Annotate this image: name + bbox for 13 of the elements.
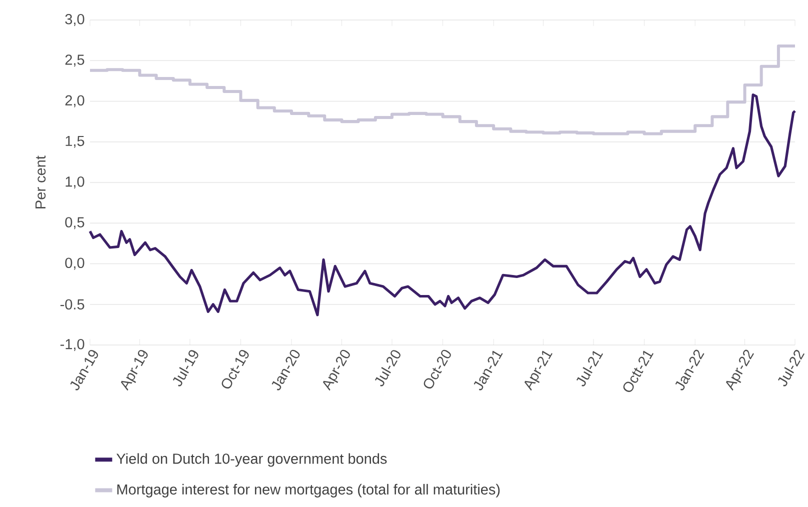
- y-axis-title: Per cent: [36, 156, 46, 208]
- y-tick-label: 2,0: [65, 95, 84, 108]
- line-series: [88, 93, 796, 316]
- y-tick-label: 3,0: [65, 14, 84, 26]
- y-tick-label: 1,0: [66, 176, 84, 188]
- y-tick-label: 2,5: [65, 54, 84, 67]
- y-tick-label: 0,0: [65, 258, 84, 270]
- y-tick-label: -0.5: [60, 299, 84, 310]
- y-tick-label: 0,5: [65, 217, 84, 230]
- legend-label: Yield on Dutch 10-year government bonds: [116, 453, 387, 467]
- y-tick-label: 1,5: [66, 136, 84, 148]
- y-tick-label: -1,0: [60, 339, 84, 351]
- legend-label: Mortgage interest for new mortgages (total for all maturities): [117, 484, 500, 498]
